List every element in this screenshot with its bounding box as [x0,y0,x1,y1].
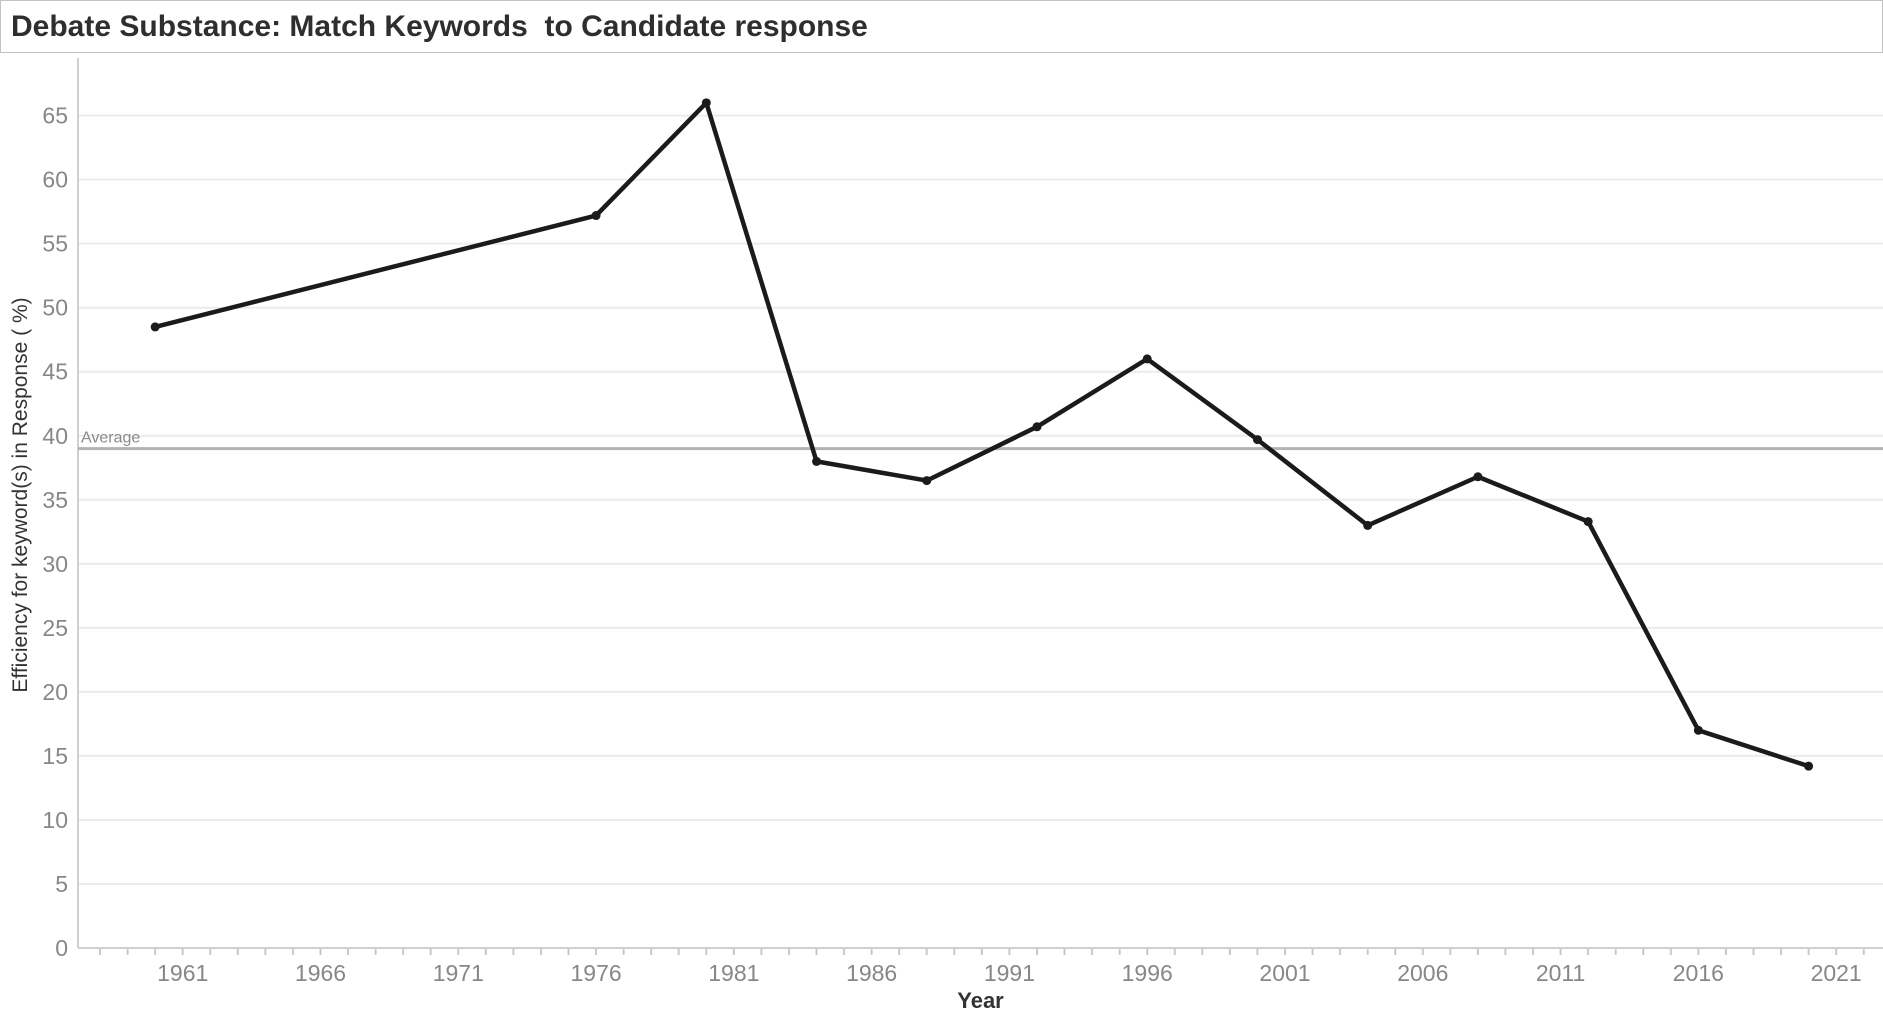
chart-title: Debate Substance: Match Keywords to Cand… [11,9,868,43]
x-tick-label: 2016 [1673,960,1724,986]
data-point-marker[interactable] [812,456,822,466]
data-point-marker[interactable] [1142,354,1152,364]
y-tick-label: 0 [55,935,68,961]
y-tick-label: 35 [42,487,68,513]
y-axis-title: Efficiency for keyword(s) in Response ( … [9,297,32,692]
y-tick-label: 30 [42,551,68,577]
y-tick-label: 15 [42,743,68,769]
x-tick-label: 2021 [1811,960,1862,986]
data-point-marker[interactable] [1473,472,1483,482]
efficiency-line-series [152,100,1811,769]
data-point-marker[interactable] [591,211,601,221]
y-tick-label: 40 [42,423,68,449]
data-point-marker[interactable] [922,476,932,486]
x-tick-label: 1976 [570,960,621,986]
y-tick-label: 65 [42,103,68,129]
x-tick-label: 1986 [846,960,897,986]
average-reference-label: Average [81,430,140,447]
data-point-marker[interactable] [1252,435,1262,445]
data-point-marker[interactable] [1804,761,1814,771]
y-tick-label: 25 [42,615,68,641]
data-point-marker[interactable] [1032,422,1042,432]
y-tick-label: 55 [42,231,68,257]
x-tick-label: 1971 [433,960,484,986]
y-tick-label: 20 [42,679,68,705]
data-point-marker[interactable] [1363,520,1373,530]
x-tick-label: 1991 [984,960,1035,986]
y-tick-label: 45 [42,359,68,385]
data-point-marker[interactable] [1693,725,1703,735]
x-tick-label: 1996 [1122,960,1173,986]
x-tick-label: 2011 [1536,960,1585,986]
data-point-marker[interactable] [1583,517,1593,527]
data-point-marker[interactable] [150,322,160,332]
x-tick-label: 1961 [157,960,208,986]
y-tick-label: 5 [55,871,68,897]
x-tick-label: 1981 [708,960,759,986]
x-tick-label: 1966 [295,960,346,986]
x-tick-label: 2001 [1259,960,1310,986]
y-tick-label: 50 [42,295,68,321]
y-tick-label: 10 [42,807,68,833]
x-tick-label: 2006 [1397,960,1448,986]
y-tick-label: 60 [42,167,68,193]
x-axis-title: Year [957,988,1004,1013]
title-bar: Debate Substance: Match Keywords to Cand… [0,0,1883,53]
data-point-marker[interactable] [701,98,711,108]
